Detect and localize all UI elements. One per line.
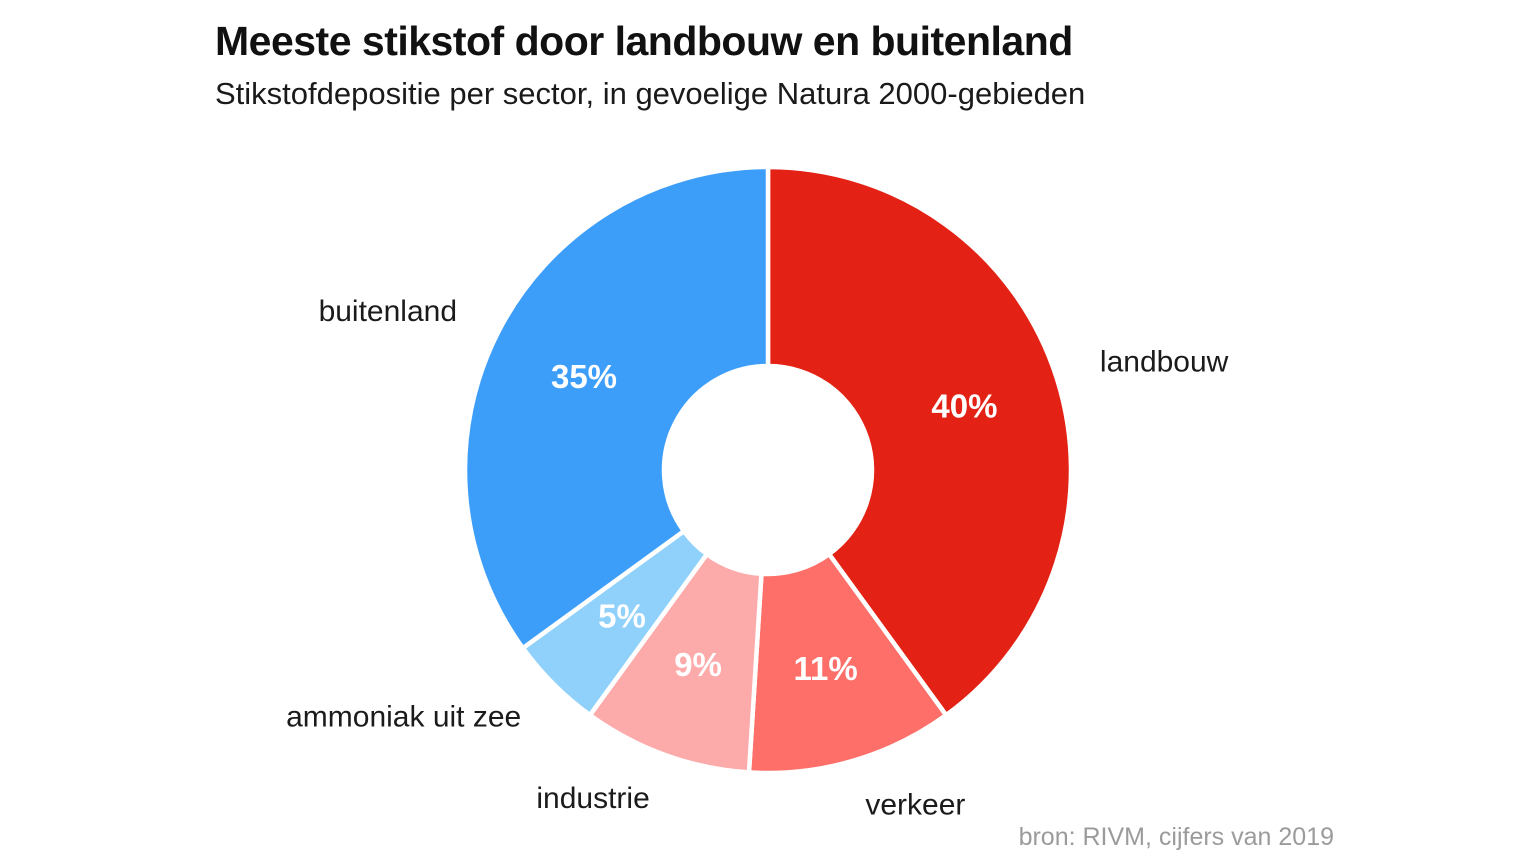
slice-label-verkeer: verkeer — [865, 789, 965, 822]
value-label-verkeer: 11% — [793, 650, 857, 687]
slice-label-industrie: industrie — [536, 782, 649, 815]
pie-slice-buitenland — [462, 164, 771, 651]
slice-label-ammoniak-uit-zee: ammoniak uit zee — [286, 700, 521, 733]
chart-header: Meeste stikstof door landbouw en buitenl… — [215, 18, 1415, 112]
slice-label-buitenland: buitenland — [319, 295, 457, 328]
slice-label-landbouw: landbouw — [1100, 346, 1229, 379]
pie-slice-landbouw — [765, 164, 1074, 718]
source-note: bron: RIVM, cijfers van 2019 — [1018, 823, 1334, 851]
chart-title: Meeste stikstof door landbouw en buitenl… — [215, 18, 1073, 64]
value-label-landbouw: 40% — [931, 388, 997, 425]
value-label-ammoniak-uit-zee: 5% — [598, 598, 646, 635]
chart-subtitle: Stikstofdepositie per sector, in gevoeli… — [215, 76, 1086, 112]
pie-slice-verkeer — [746, 551, 949, 776]
value-label-buitenland: 35% — [551, 358, 617, 395]
value-label-industrie: 9% — [674, 646, 722, 683]
pie-slice-industrie — [587, 551, 764, 775]
